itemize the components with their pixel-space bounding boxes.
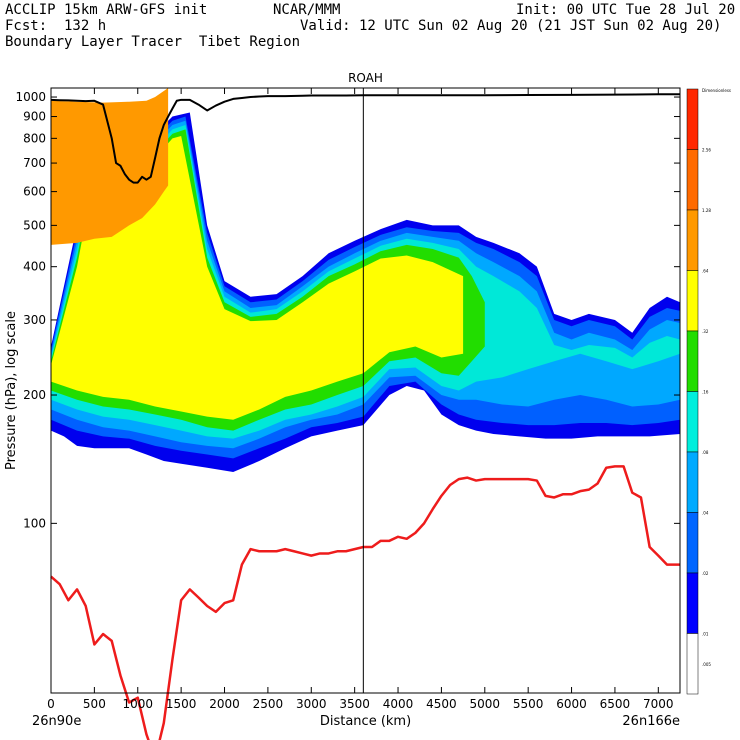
x-tick-label: 7000 — [643, 697, 674, 711]
colorbar-label: .02 — [702, 571, 709, 576]
x-tick-label: 1500 — [166, 697, 197, 711]
colorbar-label: .16 — [702, 390, 709, 395]
x-tick-label: 3500 — [339, 697, 370, 711]
colorbar-swatch — [686, 391, 699, 453]
colorbar-swatch — [686, 270, 699, 332]
x-axis-title: Distance (km) — [320, 714, 411, 729]
plot-title: ROAH — [348, 71, 383, 85]
x-tick-label: 5000 — [470, 697, 501, 711]
y-tick-label: 400 — [23, 260, 46, 274]
colorbar-swatch — [686, 512, 699, 574]
y-tick-label: 500 — [23, 218, 46, 232]
colorbar-swatch — [686, 149, 699, 211]
product-title: Boundary Layer Tracer Tibet Region — [5, 34, 301, 50]
x-tick-label: 4500 — [426, 697, 457, 711]
y-tick-label: 600 — [23, 185, 46, 199]
colorbar-swatch — [686, 209, 699, 271]
y-tick-label: 900 — [23, 110, 46, 124]
init-time: Init: 00 UTC Tue 28 Jul 20 — [516, 2, 736, 18]
plot-frame — [50, 87, 681, 694]
x-axis: 0 500 1000 1500 2000 2500 3000 3500 4000 4500 5000… — [47, 88, 674, 711]
y-tick-label: 800 — [23, 131, 46, 145]
tracer-band-p64 — [51, 88, 169, 245]
colorbar-label: .005 — [702, 662, 711, 667]
x-tick-label: 4000 — [383, 697, 414, 711]
y-tick-label: 300 — [23, 313, 46, 327]
y-axis: 100 200 300 400 500 600 700 800 900 1000 — [15, 90, 680, 530]
x-tick-label: 3000 — [296, 697, 327, 711]
colorbar-label: .01 — [702, 632, 709, 637]
left-endpoint-label: 26n90e — [32, 714, 81, 729]
colorbar-swatch — [686, 633, 699, 695]
x-tick-label: 500 — [83, 697, 106, 711]
colorbar: Dimensionless 2.56 1.28 .64 .32 .16 .08 .04 .02.… — [686, 88, 731, 695]
colorbar-label: .64 — [702, 269, 709, 274]
colorbar-swatch — [686, 330, 699, 392]
forecast-hour: Fcst: 132 h — [5, 18, 107, 34]
colorbar-label: .08 — [702, 450, 709, 455]
model-title: ACCLIP 15km ARW-GFS init — [5, 2, 208, 18]
x-tick-label: 5500 — [513, 697, 544, 711]
colorbar-label: .32 — [702, 329, 709, 334]
tracer-band-p32 — [51, 136, 464, 420]
tracer-fill-layers — [51, 88, 680, 472]
x-tick-label: 2500 — [253, 697, 284, 711]
right-endpoint-label: 26n166e — [622, 714, 680, 729]
valid-time: Valid: 12 UTC Sun 02 Aug 20 (21 JST Sun … — [300, 18, 722, 34]
terrain-line — [50, 93, 680, 184]
colorbar-swatch — [686, 451, 699, 513]
y-tick-label: 100 — [23, 516, 46, 530]
y-tick-label: 700 — [23, 156, 46, 170]
x-tick-label: 6000 — [556, 697, 587, 711]
x-tick-label: 6500 — [600, 697, 631, 711]
colorbar-swatch — [686, 88, 699, 150]
x-tick-label: 2000 — [209, 697, 240, 711]
y-tick-label: 200 — [23, 388, 46, 402]
organization-label: NCAR/MMM — [273, 2, 341, 18]
colorbar-label: Dimensionless — [702, 88, 731, 93]
y-tick-label: 1000 — [15, 90, 46, 104]
colorbar-label: 1.28 — [702, 208, 711, 213]
colorbar-label: 2.56 — [702, 148, 711, 153]
x-tick-label: 0 — [47, 697, 55, 711]
x-tick-label: 1000 — [122, 697, 153, 711]
y-axis-title: Pressure (hPa), log scale — [4, 311, 19, 470]
colorbar-swatch — [686, 572, 699, 634]
colorbar-label: .04 — [702, 511, 709, 516]
